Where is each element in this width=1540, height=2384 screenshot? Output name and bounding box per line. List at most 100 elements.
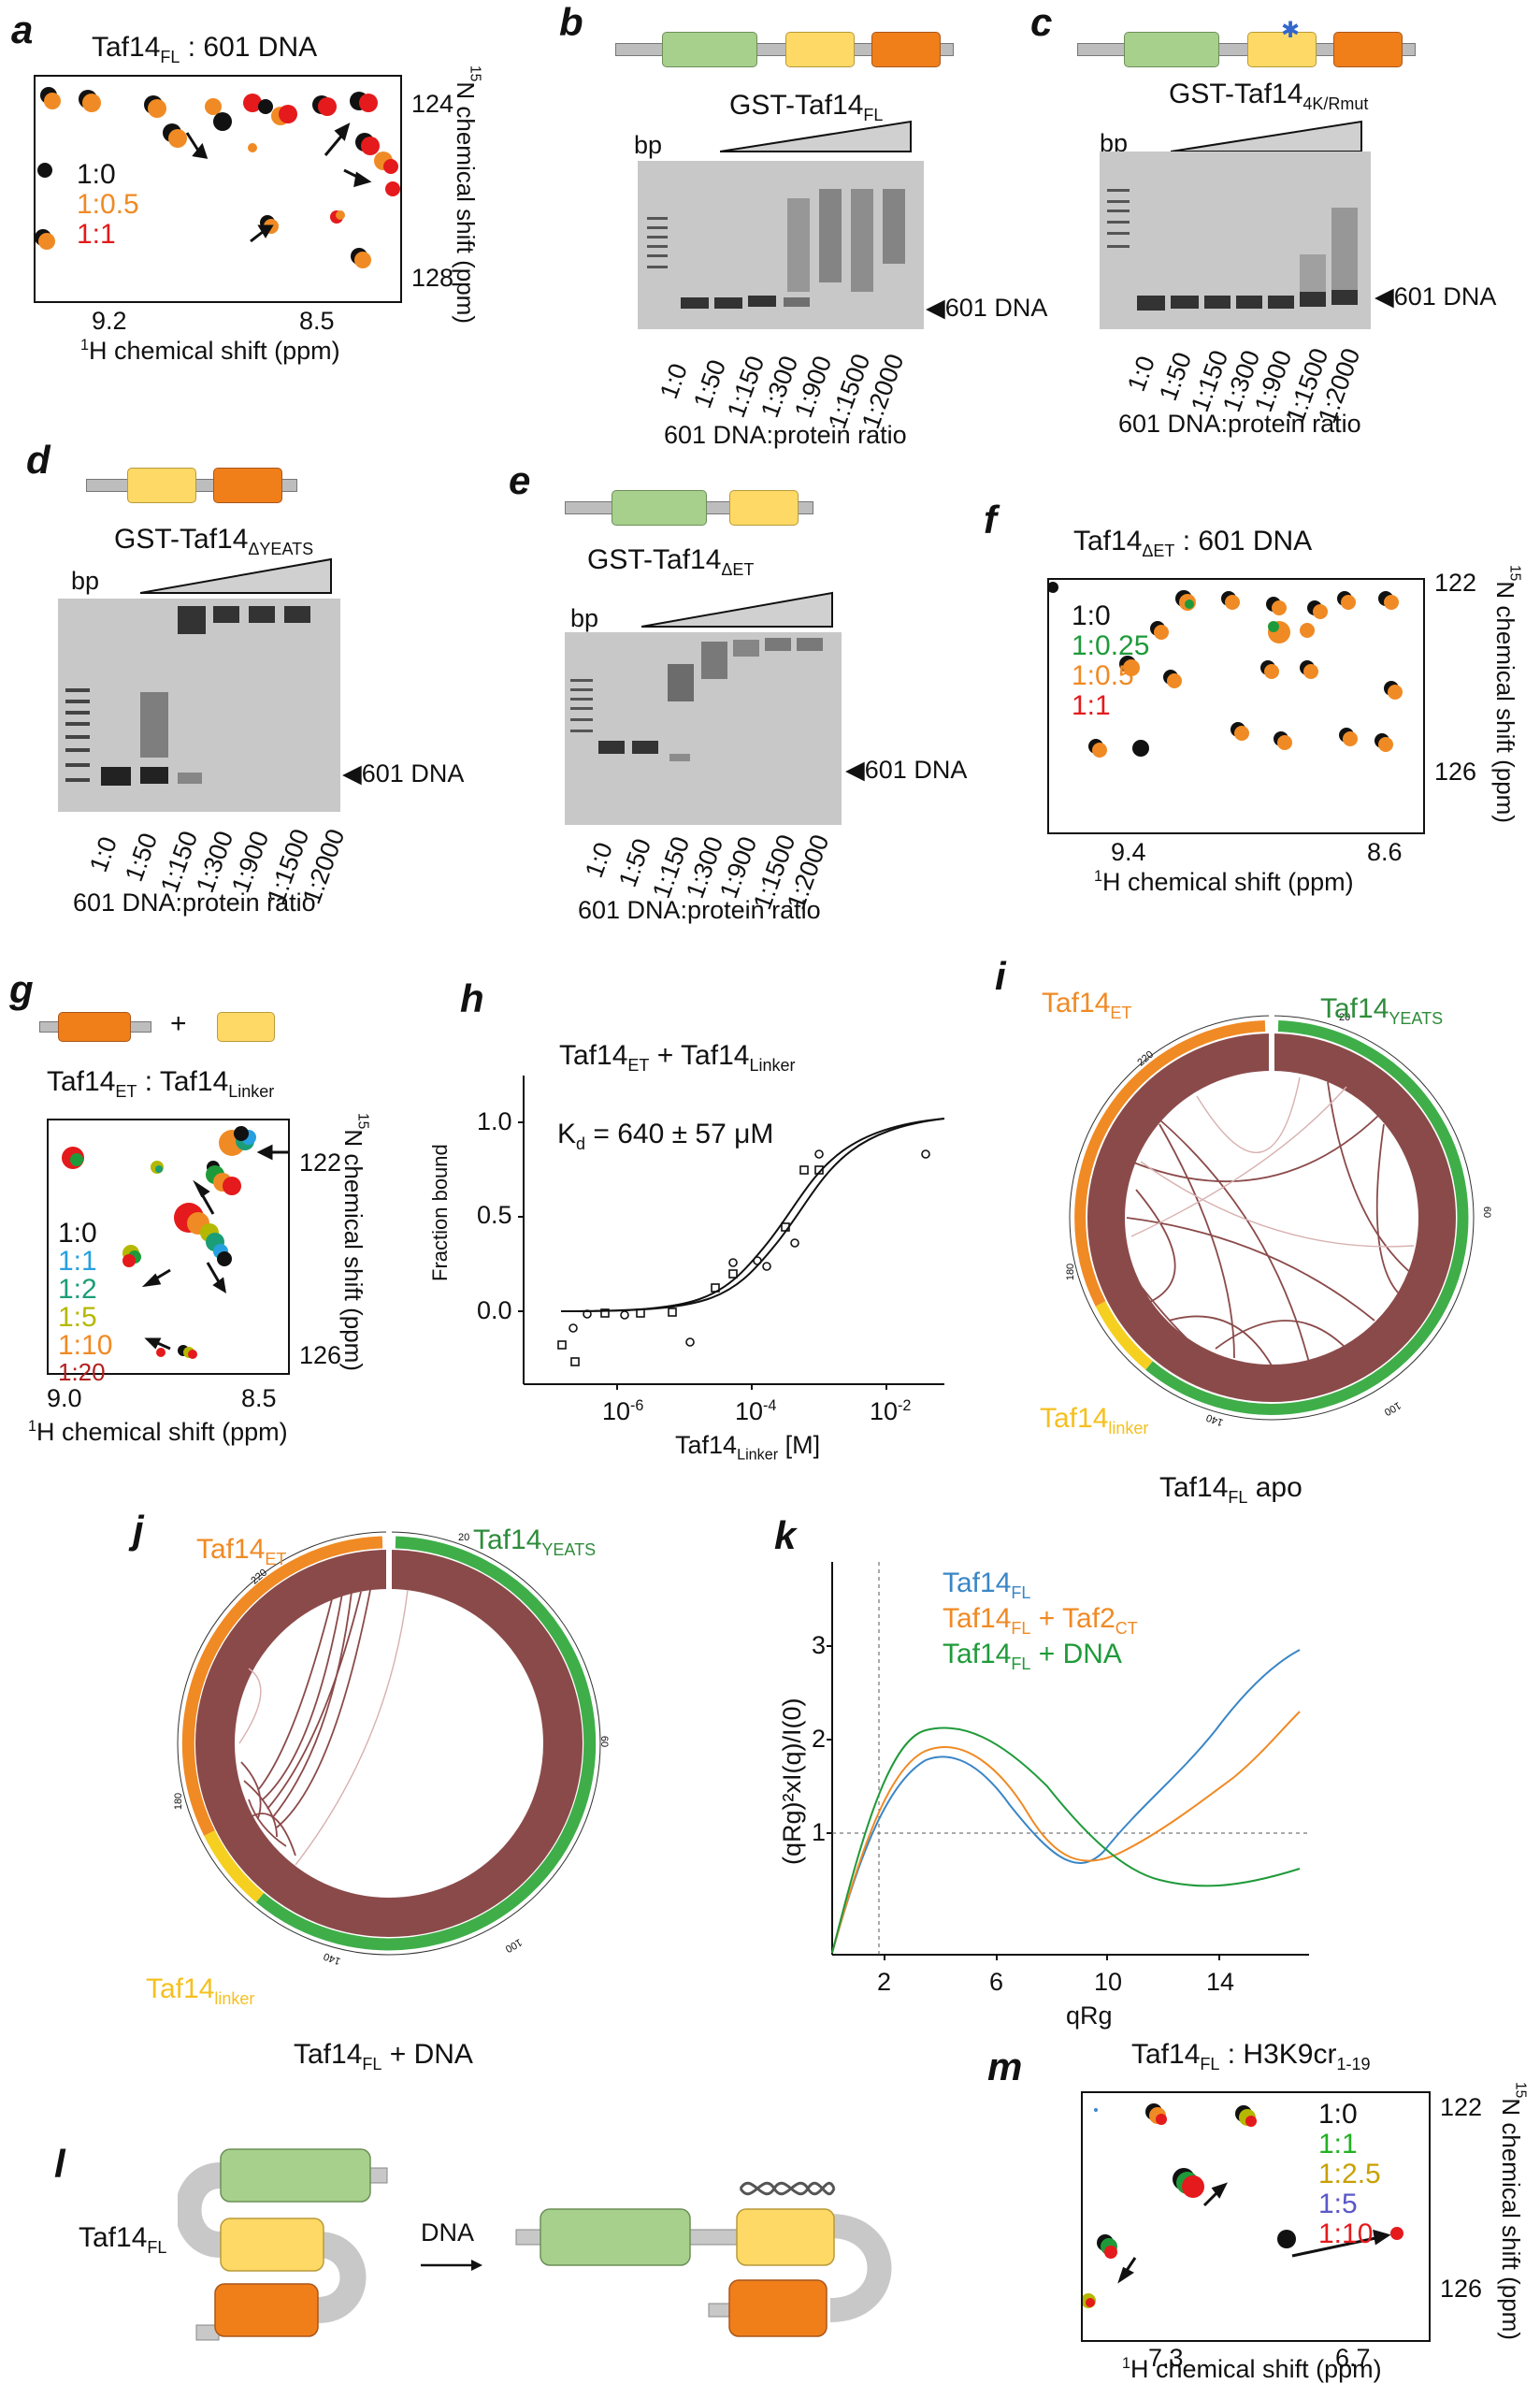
gel-b xyxy=(638,161,924,329)
legend-m-2: 1:2.5 xyxy=(1318,2159,1381,2189)
legend-g-5: 1:20 xyxy=(58,1358,106,1386)
panel-label-g: g xyxy=(9,967,34,1011)
b-ratios: 1:0 1:50 1:150 1:300 1:900 1:1500 1:2000 xyxy=(655,350,910,433)
h-xtick-2: 10-2 xyxy=(870,1397,912,1425)
panel-a-title: Taf14FL : 601 DNA xyxy=(92,32,318,66)
d-bp: bp xyxy=(71,567,100,595)
dna-helix-icon xyxy=(739,2181,836,2196)
e-band-label: ◀601 DNA xyxy=(845,756,968,784)
h-xtick-0: 10-6 xyxy=(602,1397,644,1425)
c-ratios: 1:0 1:50 1:150 1:300 1:900 1:1500 1:2000 xyxy=(1122,344,1366,427)
legend-m-0: 1:0 xyxy=(1318,2099,1358,2130)
e-ratios: 1:0 1:50 1:150 1:300 1:900 1:1500 1:2000 xyxy=(580,831,835,914)
legend-g-3: 1:5 xyxy=(58,1302,97,1333)
b-title: GST-Taf14FL xyxy=(729,90,884,124)
g-xtick-0: 9.0 xyxy=(47,1384,82,1412)
panel-label-a: a xyxy=(11,7,34,51)
h-xlabel: Taf14Linker [M] xyxy=(675,1431,821,1464)
b-xlabel: 601 DNA:protein ratio xyxy=(664,421,907,449)
i-yeats-label: Taf14YEATS xyxy=(1320,993,1444,1028)
l-closed-conformation xyxy=(178,2148,388,2341)
i-tick-20: 20 xyxy=(1339,1012,1351,1023)
h-ytick-0: 1.0 xyxy=(477,1107,512,1135)
m-ytick-1: 126 xyxy=(1440,2275,1483,2303)
d-gradient-wedge xyxy=(140,557,332,594)
m-ylabel: 15N chemical shift (ppm) xyxy=(1497,2082,1529,2340)
gel-e xyxy=(565,632,842,825)
i-tick-180: 180 xyxy=(1065,1263,1077,1281)
c-title: GST-Taf144K/Rmut xyxy=(1169,79,1369,113)
a-ytick-1: 128 xyxy=(411,264,454,292)
a-ytick-0: 124 xyxy=(411,90,454,118)
circos-i xyxy=(1069,1012,1475,1421)
j-linker-label: Taf14linker xyxy=(146,1973,255,2008)
d-band-label: ◀601 DNA xyxy=(342,759,465,787)
legend-f-2: 1:0.5 xyxy=(1072,660,1134,691)
f-xlabel: 1H chemical shift (ppm) xyxy=(1094,868,1354,896)
panel-label-m: m xyxy=(987,2044,1023,2088)
i-linker-label: Taf14linker xyxy=(1040,1403,1149,1438)
k-ytick-1: 2 xyxy=(812,1725,827,1753)
j-tick-60: 60 xyxy=(598,1735,611,1748)
legend-g-1: 1:1 xyxy=(58,1246,97,1277)
h-ylabel: Fraction bound xyxy=(428,1144,452,1281)
h-ytick-1: 0.5 xyxy=(477,1201,512,1229)
f-ytick-0: 122 xyxy=(1434,569,1477,597)
legend-f-3: 1:1 xyxy=(1072,690,1111,721)
g-ytick-1: 126 xyxy=(299,1341,342,1369)
panel-label-d: d xyxy=(26,438,50,482)
k-ytick-2: 1 xyxy=(812,1818,827,1846)
h-xtick-1: 10-4 xyxy=(735,1397,777,1425)
legend-m-1: 1:1 xyxy=(1318,2129,1358,2160)
domain-diagram-b xyxy=(615,28,954,69)
j-et-label: Taf14ET xyxy=(196,1534,287,1568)
f-ytick-1: 126 xyxy=(1434,758,1477,786)
panel-label-h: h xyxy=(460,976,484,1020)
legend-m-3: 1:5 xyxy=(1318,2189,1358,2219)
b-gradient-wedge xyxy=(720,120,912,152)
circos-j xyxy=(177,1528,601,1956)
h-ytick-2: 0.0 xyxy=(477,1296,512,1324)
g-ytick-0: 122 xyxy=(299,1149,342,1177)
k-ylabel: (qRg)²xI(q)/I(0) xyxy=(778,1698,806,1865)
legend-a-0: 1:0 xyxy=(77,159,116,190)
k-saxs-plot xyxy=(827,1562,1309,1960)
e-title: GST-Taf14ΔET xyxy=(587,544,755,579)
nmr-spectrum-f: 1:0 1:0.25 1:0.5 1:1 xyxy=(1047,578,1425,834)
g-xtick-1: 8.5 xyxy=(241,1384,277,1412)
a-xtick-0: 9.2 xyxy=(92,307,127,335)
j-caption: Taf14FL + DNA xyxy=(294,2039,473,2073)
legend-g-2: 1:2 xyxy=(58,1274,97,1305)
j-tick-180: 180 xyxy=(173,1792,185,1811)
a-xtick-1: 8.5 xyxy=(299,307,335,335)
panel-label-l: l xyxy=(54,2142,65,2186)
legend-m-4: 1:10 xyxy=(1318,2218,1374,2249)
panel-label-c: c xyxy=(1030,0,1053,44)
j-tick-20: 20 xyxy=(458,1532,470,1543)
k-legend-0: Taf14FL xyxy=(943,1568,1031,1602)
k-xtick-0: 2 xyxy=(877,1968,892,1996)
k-xtick-1: 6 xyxy=(989,1968,1004,1996)
k-xlabel: qRg xyxy=(1066,2001,1113,2030)
nmr-spectrum-g: 1:0 1:1 1:2 1:5 1:10 1:20 xyxy=(47,1119,290,1386)
m-ytick-0: 122 xyxy=(1440,2093,1483,2121)
f-ylabel: 15N chemical shift (ppm) xyxy=(1491,565,1523,823)
c-band-label: ◀601 DNA xyxy=(1374,282,1497,311)
m-xlabel: 1H chemical shift (ppm) xyxy=(1122,2355,1382,2383)
panel-label-f: f xyxy=(984,498,997,542)
mutation-star-icon: ✱ xyxy=(1281,18,1301,43)
d-xlabel: 601 DNA:protein ratio xyxy=(73,889,316,917)
legend-f-1: 1:0.25 xyxy=(1072,630,1150,661)
j-yeats-label: Taf14YEATS xyxy=(473,1524,597,1559)
e-xlabel: 601 DNA:protein ratio xyxy=(578,896,821,924)
a-ylabel: 15N chemical shift (ppm) xyxy=(452,65,483,324)
i-caption: Taf14FL apo xyxy=(1159,1472,1303,1507)
f-xtick-0: 9.4 xyxy=(1111,838,1146,866)
gel-c xyxy=(1100,152,1371,329)
k-legend-2: Taf14FL + DNA xyxy=(943,1639,1122,1673)
panel-label-j: j xyxy=(133,1508,144,1552)
nmr-spectrum-m: 1:0 1:1 1:2.5 1:5 1:10 xyxy=(1081,2091,1431,2342)
l-open-conformation xyxy=(515,2181,892,2337)
gel-d xyxy=(58,599,340,812)
i-et-label: Taf14ET xyxy=(1042,988,1132,1022)
